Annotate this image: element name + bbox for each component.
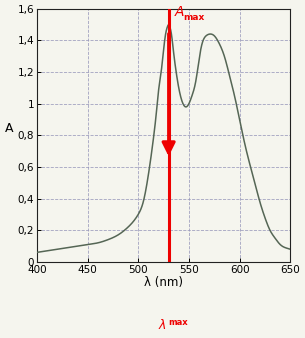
Text: $A$: $A$ (174, 5, 185, 19)
Text: $\lambda$: $\lambda$ (158, 317, 167, 332)
Text: max: max (169, 317, 188, 327)
Y-axis label: A: A (5, 122, 13, 136)
X-axis label: λ (nm): λ (nm) (144, 276, 183, 289)
Text: max: max (183, 13, 204, 22)
